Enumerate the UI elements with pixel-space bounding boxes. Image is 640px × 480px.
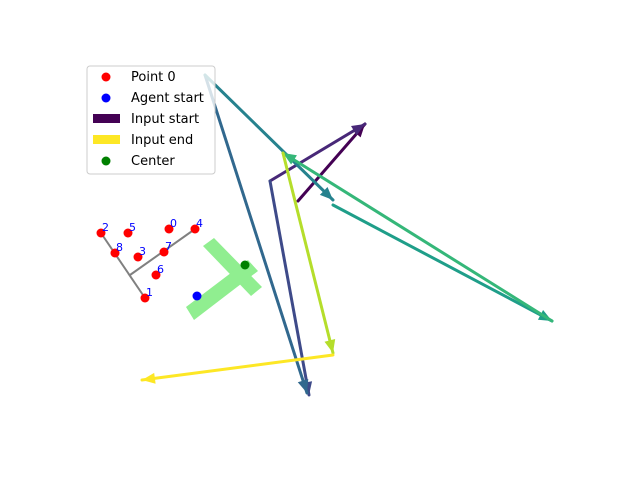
legend-entry-agent-start: Agent start <box>101 91 204 106</box>
input-arrowhead-4 <box>319 186 333 200</box>
legend-entry-input-start: Input start <box>93 112 199 127</box>
input-arrows <box>140 73 554 397</box>
input-arrow-7 <box>281 151 335 355</box>
keypoint-6 <box>151 270 161 280</box>
input-arrow-1 <box>268 122 367 183</box>
input-arrow-0 <box>296 122 367 203</box>
keypoint-label-1: 1 <box>146 286 153 299</box>
input-arrowhead-1 <box>351 124 365 136</box>
keypoints: 0 1 2 3 4 5 67 8 <box>96 217 203 303</box>
keypoint-label-5: 5 <box>129 221 136 234</box>
skeleton-line <box>100 232 146 299</box>
legend-marker-input-end <box>93 135 120 144</box>
keypoint-label-7: 7 <box>165 240 172 253</box>
input-arrow-8 <box>140 353 335 382</box>
legend-entry-point-0: Point 0 <box>101 70 176 85</box>
keypoint-3 <box>133 252 143 262</box>
legend-marker-point-0 <box>101 72 111 82</box>
legend-marker-input-start <box>93 114 120 123</box>
keypoint-label-8: 8 <box>116 241 123 254</box>
legend-label-agent-start: Agent start <box>131 91 204 106</box>
input-arrow-4 <box>203 73 335 202</box>
legend-box <box>86 65 216 175</box>
keypoint-5 <box>123 228 133 238</box>
legend-entry-center: Center <box>101 154 175 169</box>
input-arrowhead-3 <box>297 378 309 393</box>
legend-label-center: Center <box>131 154 175 169</box>
keypoint-4 <box>190 224 200 234</box>
keypoint-7 <box>159 247 169 257</box>
input-arrowhead-6 <box>283 153 297 165</box>
legend-label-point-0: Point 0 <box>131 70 176 85</box>
input-arrowhead-8 <box>142 372 156 384</box>
keypoint-label-2: 2 <box>102 221 109 234</box>
keypoint-label-3: 3 <box>139 245 146 258</box>
legend-marker-agent-start <box>101 93 111 103</box>
input-arrow-5 <box>331 203 554 323</box>
legend: Point 0 Agent start Input start Input en… <box>86 65 216 175</box>
keypoint-8 <box>110 248 120 258</box>
center-marker <box>240 260 250 270</box>
legend-entry-input-end: Input end <box>93 133 193 148</box>
legend-marker-center <box>101 156 111 166</box>
keypoint-0 <box>164 224 174 234</box>
keypoint-label-6: 6 <box>157 263 164 276</box>
agent-start-marker <box>192 291 202 301</box>
input-arrowhead-7 <box>324 339 336 353</box>
t-shape-stem <box>186 260 258 320</box>
input-arrow-3 <box>203 73 309 395</box>
input-arrow-6 <box>281 151 554 323</box>
keypoint-label-0: 0 <box>170 217 177 230</box>
legend-label-input-end: Input end <box>131 133 193 148</box>
t-shape-bar <box>203 238 262 296</box>
t-shape-region <box>186 238 262 320</box>
keypoint-2 <box>96 228 106 238</box>
keypoint-label-4: 4 <box>196 217 203 230</box>
keypoint-1 <box>140 293 150 303</box>
legend-label-input-start: Input start <box>131 112 199 127</box>
